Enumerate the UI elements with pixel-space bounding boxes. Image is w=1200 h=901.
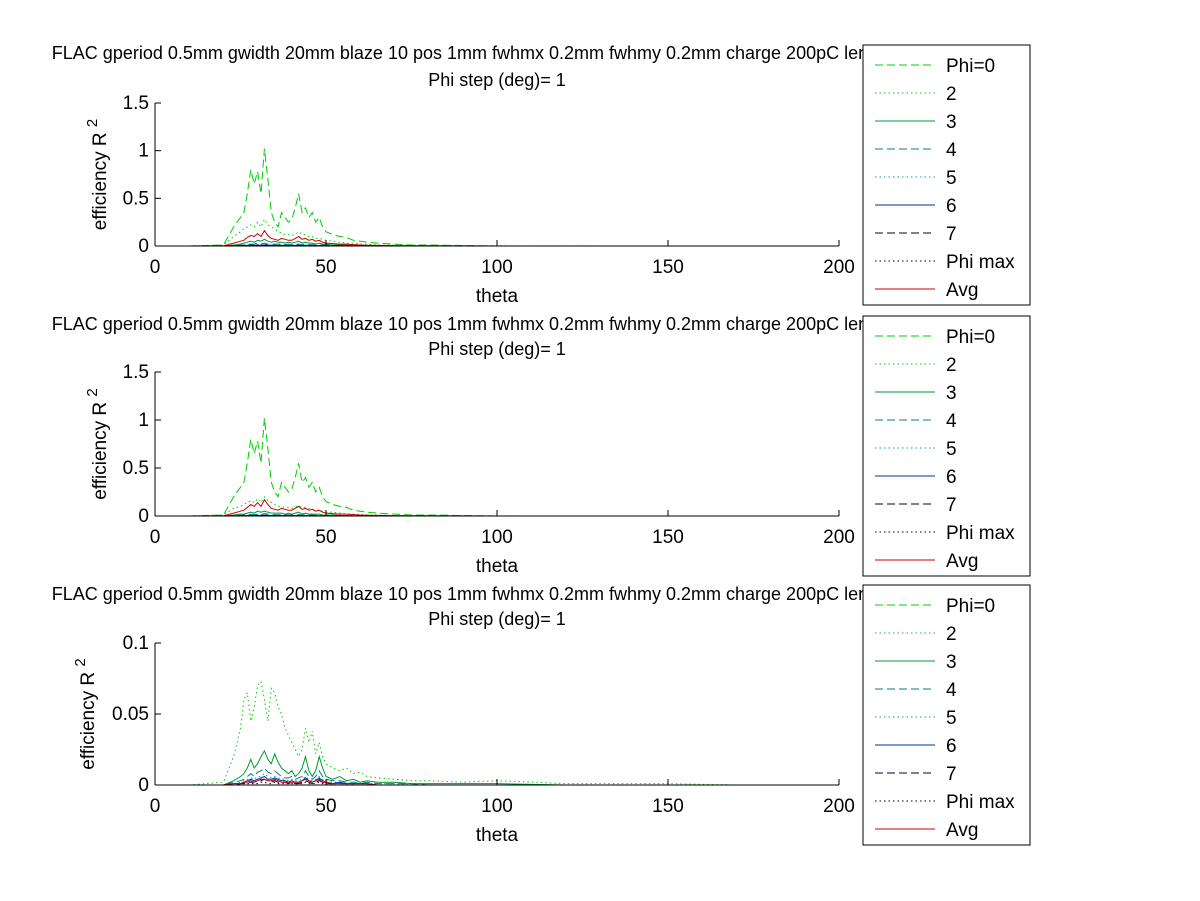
legend-label-5: 5 — [946, 708, 957, 729]
x-axis-label: theta — [476, 286, 519, 307]
legend-box — [862, 584, 1031, 846]
legend-box — [862, 44, 1031, 306]
series-line-4 — [189, 242, 737, 247]
legend-label-7: 7 — [946, 495, 957, 516]
x-tick-label: 200 — [823, 796, 855, 817]
legend: Phi=0 2 3 4 5 6 7 Phi max Avg — [862, 44, 1031, 306]
subplot-1: 0 50 100 150 200 0 0.5 1 1.5 FLAC gperiod 0.5mm g… — [52, 43, 1031, 307]
y-tick-label: 0.5 — [123, 188, 149, 209]
x-tick-label: 100 — [481, 257, 513, 278]
chart-title: FLAC gperiod 0.5mm gwidth 20mm blaze 10 … — [52, 43, 942, 63]
legend-label-2: 2 — [946, 84, 957, 105]
x-axis-label: theta — [476, 825, 519, 846]
y-tick-label: 1 — [138, 141, 149, 162]
chart-subtitle: Phi step (deg)= 1 — [428, 70, 566, 90]
legend-label-4: 4 — [946, 680, 957, 701]
subplot-3: 0 50 100 150 200 0 0.05 0.1 FLAC gperiod 0.5mm g… — [52, 584, 1031, 846]
series-line-4 — [189, 767, 737, 786]
series-line-4 — [189, 513, 737, 517]
x-tick-label: 100 — [481, 527, 513, 548]
series-line-1 — [189, 418, 737, 517]
plot-area — [155, 372, 839, 516]
series-line-1 — [189, 148, 737, 247]
legend-label-3: 3 — [946, 112, 957, 133]
legend-label-1: Phi=0 — [946, 56, 995, 77]
legend-label-9: Avg — [946, 820, 978, 841]
x-tick-label: 50 — [315, 257, 336, 278]
chart-title: FLAC gperiod 0.5mm gwidth 20mm blaze 10 … — [52, 314, 942, 334]
x-tick-label: 50 — [315, 527, 336, 548]
y-tick-label: 0 — [138, 236, 149, 257]
y-tick-label: 0.1 — [123, 633, 149, 654]
legend: Phi=0 2 3 4 5 6 7 Phi max Avg — [862, 315, 1031, 577]
legend-label-7: 7 — [946, 224, 957, 245]
series-line-5 — [189, 772, 737, 786]
legend-label-7: 7 — [946, 764, 957, 785]
x-axis-label: theta — [476, 556, 519, 577]
legend-label-5: 5 — [946, 168, 957, 189]
legend-label-2: 2 — [946, 624, 957, 645]
plot-area — [155, 103, 839, 246]
y-tick-label: 0.05 — [112, 704, 149, 725]
legend: Phi=0 2 3 4 5 6 7 Phi max Avg — [862, 584, 1031, 846]
x-tick-label: 50 — [315, 796, 336, 817]
x-tick-label: 100 — [481, 796, 513, 817]
subplot-2: 0 50 100 150 200 0 0.5 1 1.5 FLAC gperiod 0.5mm g… — [52, 314, 1031, 577]
legend-label-9: Avg — [946, 551, 978, 572]
y-axis-label: efficiency R 2 — [84, 388, 111, 499]
legend-label-8: Phi max — [946, 523, 1015, 544]
x-tick-label: 0 — [150, 527, 161, 548]
chart-subtitle: Phi step (deg)= 1 — [428, 339, 566, 359]
legend-label-3: 3 — [946, 652, 957, 673]
y-tick-label: 1.5 — [123, 362, 149, 383]
legend-label-4: 4 — [946, 411, 957, 432]
legend-label-4: 4 — [946, 140, 957, 161]
legend-label-8: Phi max — [946, 252, 1015, 273]
series-line-2 — [189, 218, 737, 247]
y-tick-label: 0 — [138, 506, 149, 527]
y-tick-label: 0 — [138, 775, 149, 796]
legend-label-6: 6 — [946, 196, 957, 217]
x-tick-label: 150 — [652, 257, 684, 278]
legend-label-3: 3 — [946, 383, 957, 404]
legend-label-5: 5 — [946, 439, 957, 460]
legend-box — [862, 315, 1031, 577]
y-tick-label: 0.5 — [123, 458, 149, 479]
y-axis-label: efficiency R 2 — [72, 658, 99, 769]
x-tick-label: 150 — [652, 796, 684, 817]
chart-title: FLAC gperiod 0.5mm gwidth 20mm blaze 10 … — [52, 584, 942, 604]
y-tick-label: 1.5 — [123, 93, 149, 114]
legend-label-2: 2 — [946, 355, 957, 376]
legend-label-8: Phi max — [946, 792, 1015, 813]
x-tick-label: 150 — [652, 527, 684, 548]
x-tick-label: 200 — [823, 257, 855, 278]
y-axis-label: efficiency R 2 — [84, 119, 111, 230]
legend-label-1: Phi=0 — [946, 327, 995, 348]
legend-label-9: Avg — [946, 280, 978, 301]
x-tick-label: 0 — [150, 257, 161, 278]
legend-label-6: 6 — [946, 467, 957, 488]
chart-subtitle: Phi step (deg)= 1 — [428, 609, 566, 629]
series-line-3 — [189, 749, 737, 786]
legend-label-1: Phi=0 — [946, 596, 995, 617]
x-tick-label: 200 — [823, 527, 855, 548]
x-tick-label: 0 — [150, 796, 161, 817]
legend-label-6: 6 — [946, 736, 957, 757]
y-tick-label: 1 — [138, 410, 149, 431]
